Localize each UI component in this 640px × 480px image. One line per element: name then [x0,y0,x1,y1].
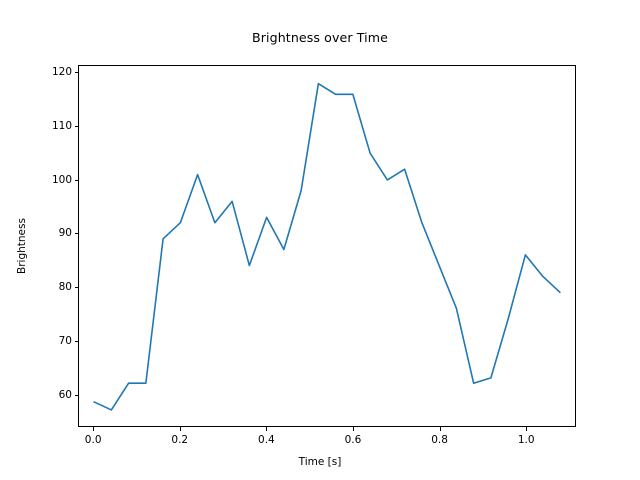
y-tick-mark [74,179,78,181]
y-tick-label: 100 [51,173,72,186]
x-tick-mark [352,427,354,431]
x-tick-mark [266,427,268,431]
y-tick-mark [74,394,78,396]
y-tick-label: 90 [58,227,72,240]
x-tick-label: 0.6 [344,434,362,446]
chart-title: Brightness over Time [252,30,388,45]
data-line-svg [93,82,561,411]
brightness-series-line [93,82,561,411]
x-axis-label: Time [s] [298,456,342,468]
y-tick-label: 80 [58,281,72,294]
x-tick-label: 0.8 [431,434,448,446]
y-tick-label: 110 [51,119,72,132]
x-tick-mark [179,427,181,431]
x-tick-mark [439,427,441,431]
x-tick-mark [526,427,528,431]
y-tick-mark [74,233,78,235]
x-tick-label: 0.0 [84,434,102,446]
y-tick-label: 120 [51,65,72,78]
y-axis-label: Brightness [16,218,28,274]
y-tick-label: 70 [58,334,72,347]
x-tick-label: 0.4 [258,434,275,446]
y-tick-label: 60 [58,388,72,401]
x-tick-label: 0.2 [171,434,189,446]
x-tick-label: 1.0 [517,434,535,446]
plot-area [78,65,576,427]
y-tick-mark [74,71,78,73]
y-tick-mark [74,340,78,342]
x-tick-mark [93,427,95,431]
y-tick-mark [74,125,78,127]
y-tick-mark [74,287,78,289]
